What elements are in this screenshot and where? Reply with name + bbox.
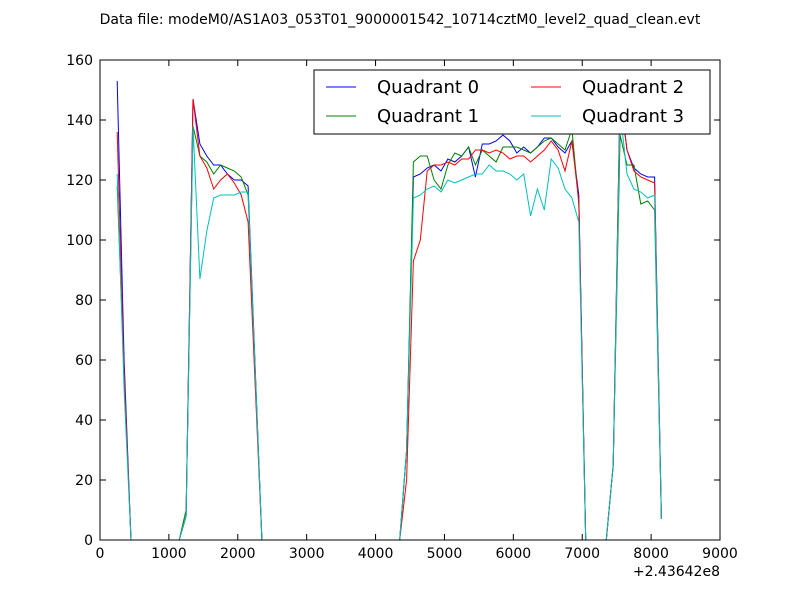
x-offset-label: +2.43642e8: [633, 564, 720, 580]
y-tick-label: 20: [75, 473, 93, 489]
x-tick-labels: 0 1000 2000 3000 4000 5000 6000 7000 8000 9000: [96, 546, 738, 562]
x-tick-label: 8000: [633, 546, 669, 562]
x-tick-label: 6000: [496, 546, 532, 562]
y-tick-label: 0: [84, 533, 93, 549]
legend-label: Quadrant 2: [582, 77, 684, 98]
x-tick-label: 5000: [427, 546, 463, 562]
chart-title: Data file: modeM0/AS1A03_053T01_90000015…: [100, 12, 701, 28]
legend-label: Quadrant 3: [582, 106, 684, 127]
legend-box: [313, 69, 711, 135]
y-tick-labels: 0 20 40 60 80 100 120 140 160: [66, 53, 93, 549]
y-tick-label: 160: [66, 53, 93, 69]
x-tick-label: 0: [96, 546, 105, 562]
legend: Quadrant 0 Quadrant 1 Quadrant 2 Quadrant 3: [313, 69, 711, 135]
y-tick-label: 80: [75, 293, 93, 309]
x-tick-label: 2000: [220, 546, 256, 562]
y-tick-label: 100: [66, 233, 93, 249]
y-tick-label: 140: [66, 113, 93, 129]
y-tick-label: 120: [66, 173, 93, 189]
legend-label: Quadrant 1: [377, 106, 479, 127]
y-tick-label: 40: [75, 413, 93, 429]
y-tick-label: 60: [75, 353, 93, 369]
plot-frame: [99, 59, 721, 541]
x-tick-label: 9000: [702, 546, 738, 562]
x-tick-label: 7000: [564, 546, 600, 562]
x-tick-label: 1000: [151, 546, 187, 562]
legend-label: Quadrant 0: [377, 77, 479, 98]
x-tick-label: 3000: [289, 546, 325, 562]
x-tick-label: 4000: [358, 546, 394, 562]
